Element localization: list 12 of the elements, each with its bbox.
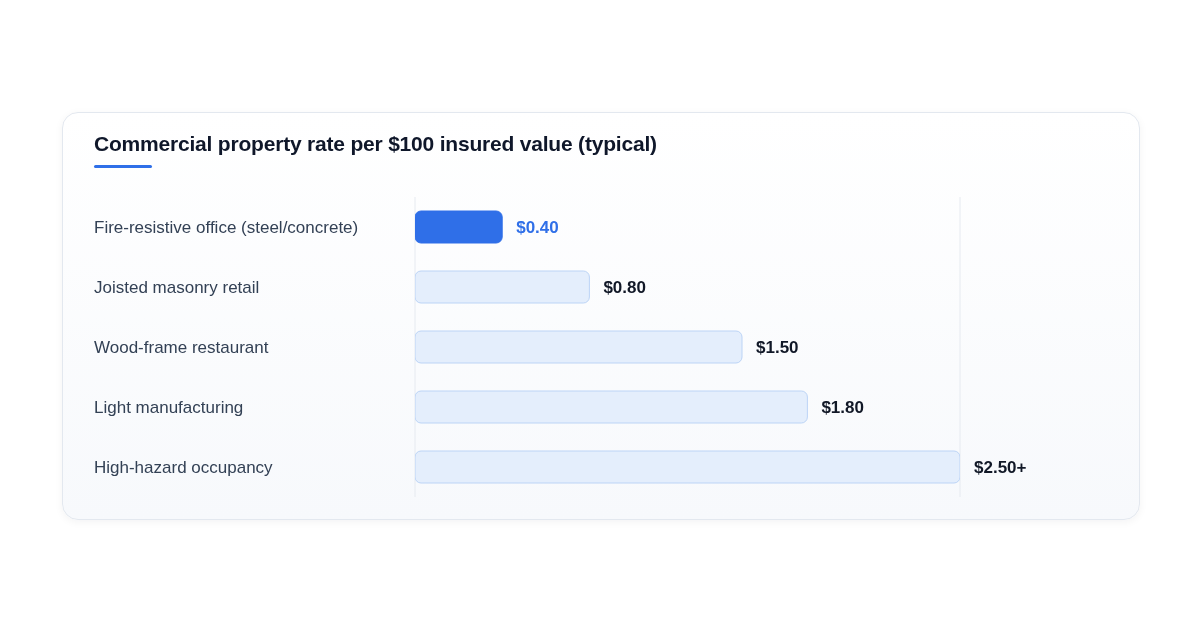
y-tick-label: Wood-frame restaurant xyxy=(94,338,269,357)
bar xyxy=(415,210,503,244)
data-label: $1.80 xyxy=(821,398,864,417)
y-tick-label: High-hazard occupancy xyxy=(94,458,274,477)
y-tick-label: Joisted masonry retail xyxy=(94,278,260,297)
y-tick-label: Fire-resistive office (steel/concrete) xyxy=(94,218,359,237)
data-label: $1.50 xyxy=(756,338,799,357)
data-label: $0.40 xyxy=(516,218,559,237)
chart-title: Commercial property rate per $100 insured value (typical) xyxy=(94,132,657,156)
y-tick-label: Light manufacturing xyxy=(94,398,244,417)
data-label: $2.50+ xyxy=(974,458,1027,477)
data-label: $0.80 xyxy=(603,278,646,297)
